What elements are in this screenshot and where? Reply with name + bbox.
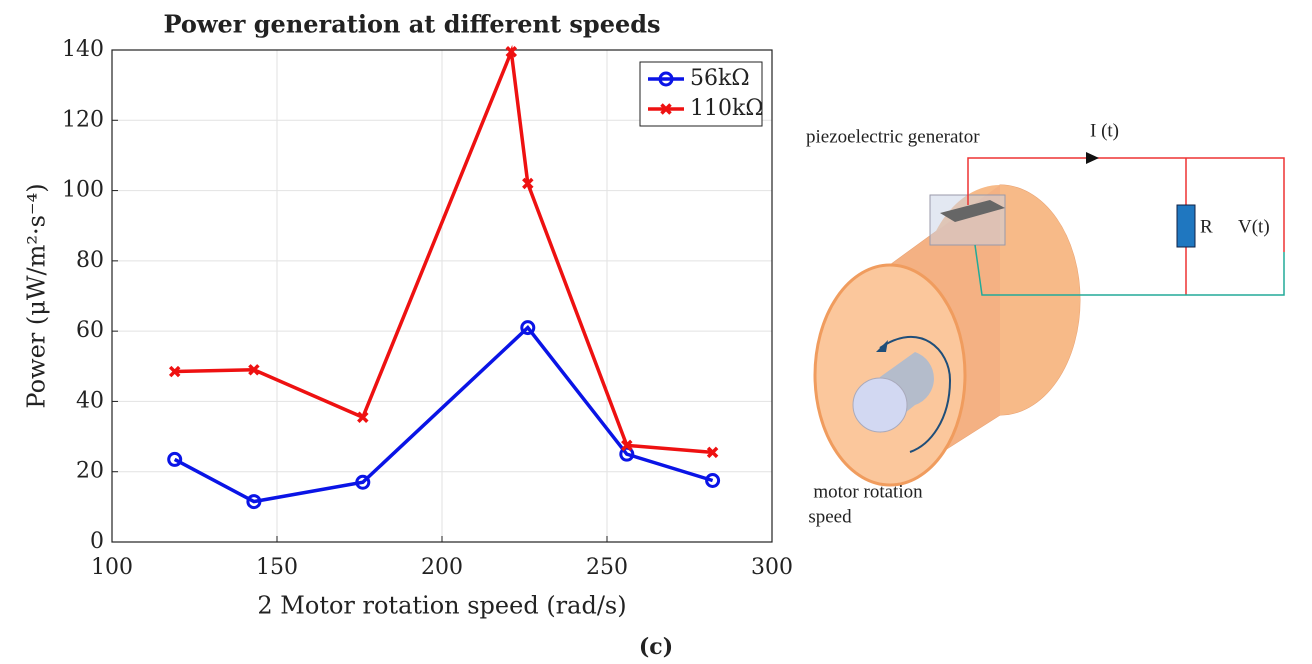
resistor-label: R [1200, 216, 1213, 237]
resistor [1176, 204, 1196, 248]
legend-label: 110kΩ [690, 96, 764, 121]
diagram: piezoelectric generator I (t) R V(t) mot… [806, 120, 1285, 527]
green-wire [974, 244, 1285, 296]
y-tick-label: 100 [62, 178, 104, 203]
legend [639, 61, 763, 127]
x-tick-label: 250 [586, 555, 628, 580]
shaft-end [852, 377, 908, 433]
x-axis-label: 2 Motor rotation speed (rad/s) [257, 592, 626, 620]
marker [619, 446, 635, 462]
y-tick-label: 80 [76, 248, 104, 273]
marker [167, 451, 183, 467]
marker [168, 365, 181, 378]
caption: (c) [639, 634, 673, 660]
y-axis-label: Power (μW/m²·s⁻⁴) [23, 183, 51, 408]
x-tick-label: 300 [751, 555, 793, 580]
current-arrow [1086, 152, 1099, 164]
x-tick-label: 200 [421, 555, 463, 580]
marker [355, 474, 371, 490]
legend-label: 56kΩ [690, 66, 750, 91]
y-tick-label: 120 [62, 107, 104, 132]
marker [246, 494, 262, 510]
marker [248, 364, 260, 376]
legend-marker [658, 71, 674, 87]
series-line [173, 325, 714, 504]
marker [357, 411, 369, 423]
x-tick-label: 150 [256, 555, 298, 580]
y-tick-label: 40 [76, 388, 104, 413]
current-label: I (t) [1090, 120, 1119, 141]
motor-label: motor rotation [813, 481, 923, 502]
y-tick-label: 20 [76, 459, 104, 484]
marker [520, 320, 536, 336]
rotation-arrowhead [876, 340, 888, 352]
motor-label: speed [808, 506, 852, 527]
voltage-label: V(t) [1238, 216, 1270, 237]
red-wire [967, 157, 1285, 295]
generator-label: piezoelectric generator [806, 126, 980, 147]
generator-plate [940, 200, 1005, 222]
y-tick-label: 60 [76, 318, 104, 343]
y-tick-label: 140 [62, 37, 104, 62]
y-tick-label: 0 [90, 529, 104, 554]
marker [621, 439, 633, 452]
plot-frame [111, 49, 773, 543]
x-tick-label: 100 [91, 555, 133, 580]
chart-title: Power generation at different speeds [163, 10, 660, 39]
marker [706, 446, 719, 459]
legend-marker [660, 103, 672, 115]
rotation-arrow [879, 335, 952, 453]
marker [705, 473, 721, 488]
marker [505, 46, 518, 58]
marker [522, 177, 534, 190]
